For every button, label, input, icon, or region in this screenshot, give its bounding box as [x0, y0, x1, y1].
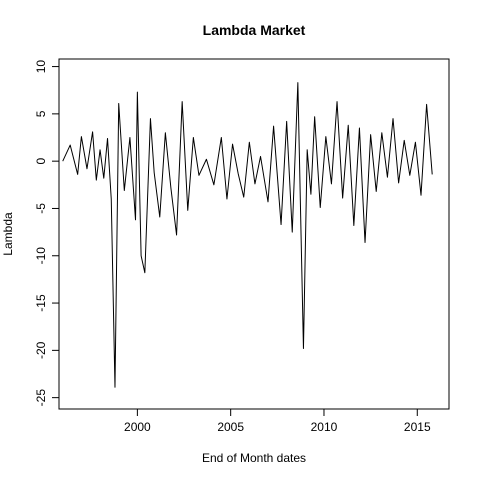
data-point	[187, 210, 188, 211]
data-point	[325, 136, 326, 137]
y-axis-label: Lambda	[1, 212, 15, 256]
data-point	[404, 140, 405, 141]
data-point	[99, 149, 100, 150]
y-tick-label: -20	[34, 341, 48, 359]
data-point	[135, 219, 136, 220]
data-point	[118, 103, 119, 104]
y-tick-label: -25	[34, 389, 48, 407]
data-point	[376, 191, 377, 192]
data-point	[124, 190, 125, 191]
data-point	[141, 255, 142, 256]
x-axis: 2000 2005 2010 2015	[124, 409, 431, 434]
data-point	[77, 174, 78, 175]
data-point	[238, 173, 239, 174]
series-line	[62, 82, 433, 388]
data-point	[310, 194, 311, 195]
data-point	[144, 272, 145, 273]
data-point	[415, 142, 416, 143]
data-point	[370, 134, 371, 135]
y-tick-label: 10	[34, 60, 48, 74]
data-point	[336, 101, 337, 102]
data-point	[260, 156, 261, 157]
data-point	[297, 82, 298, 83]
data-point	[392, 118, 393, 119]
data-point	[206, 159, 207, 160]
data-point	[409, 175, 410, 176]
y-tick-label: 5	[34, 110, 48, 117]
chart-title: Lambda Market	[203, 22, 306, 38]
data-point	[107, 138, 108, 139]
data-point	[254, 183, 255, 184]
data-point	[221, 137, 222, 138]
data-point	[331, 183, 332, 184]
data-point	[273, 126, 274, 127]
data-point	[96, 179, 97, 180]
data-point	[226, 198, 227, 199]
data-point	[86, 168, 87, 169]
data-point	[182, 101, 183, 102]
data-point	[232, 144, 233, 145]
data-point	[92, 131, 93, 132]
data-point	[348, 125, 349, 126]
data-point	[381, 132, 382, 133]
data-point	[314, 116, 315, 117]
data-point	[81, 136, 82, 137]
data-point	[286, 121, 287, 122]
x-tick-label: 2015	[404, 420, 431, 434]
data-point	[280, 224, 281, 225]
x-tick-label: 2010	[311, 420, 338, 434]
data-point	[387, 177, 388, 178]
data-point	[398, 182, 399, 183]
data-point	[159, 216, 160, 217]
data-point	[198, 175, 199, 176]
x-tick-label: 2005	[217, 420, 244, 434]
data-point	[320, 207, 321, 208]
x-tick-label: 2000	[124, 420, 151, 434]
data-point	[213, 184, 214, 185]
y-tick-label: 0	[34, 158, 48, 165]
data-point	[193, 137, 194, 138]
data-point	[307, 149, 308, 150]
data-point	[70, 144, 71, 145]
data-point	[359, 127, 360, 128]
data-point	[111, 198, 112, 199]
data-point	[154, 172, 155, 173]
x-axis-label: End of Month dates	[202, 451, 306, 465]
data-point	[165, 132, 166, 133]
data-point	[432, 174, 433, 175]
y-tick-label: -15	[34, 294, 48, 312]
y-tick-label: -5	[34, 203, 48, 214]
data-point	[176, 234, 177, 235]
data-point	[249, 142, 250, 143]
data-point	[137, 92, 138, 93]
y-tick-label: -10	[34, 247, 48, 265]
data-point	[129, 137, 130, 138]
data-point	[353, 225, 354, 226]
data-point	[426, 104, 427, 105]
data-point	[114, 387, 115, 388]
data-point	[150, 118, 151, 119]
data-point	[364, 242, 365, 243]
data-point	[292, 232, 293, 233]
data-point	[420, 195, 421, 196]
plot-frame	[58, 58, 450, 410]
data-point	[170, 188, 171, 189]
data-point	[103, 178, 104, 179]
data-point	[342, 197, 343, 198]
data-point	[243, 197, 244, 198]
data-point	[267, 201, 268, 202]
y-axis: 10 5 0 -5 -10 -15 -20 -25	[34, 60, 59, 407]
data-point	[303, 348, 304, 349]
data-series	[62, 82, 433, 388]
data-point	[62, 161, 63, 162]
